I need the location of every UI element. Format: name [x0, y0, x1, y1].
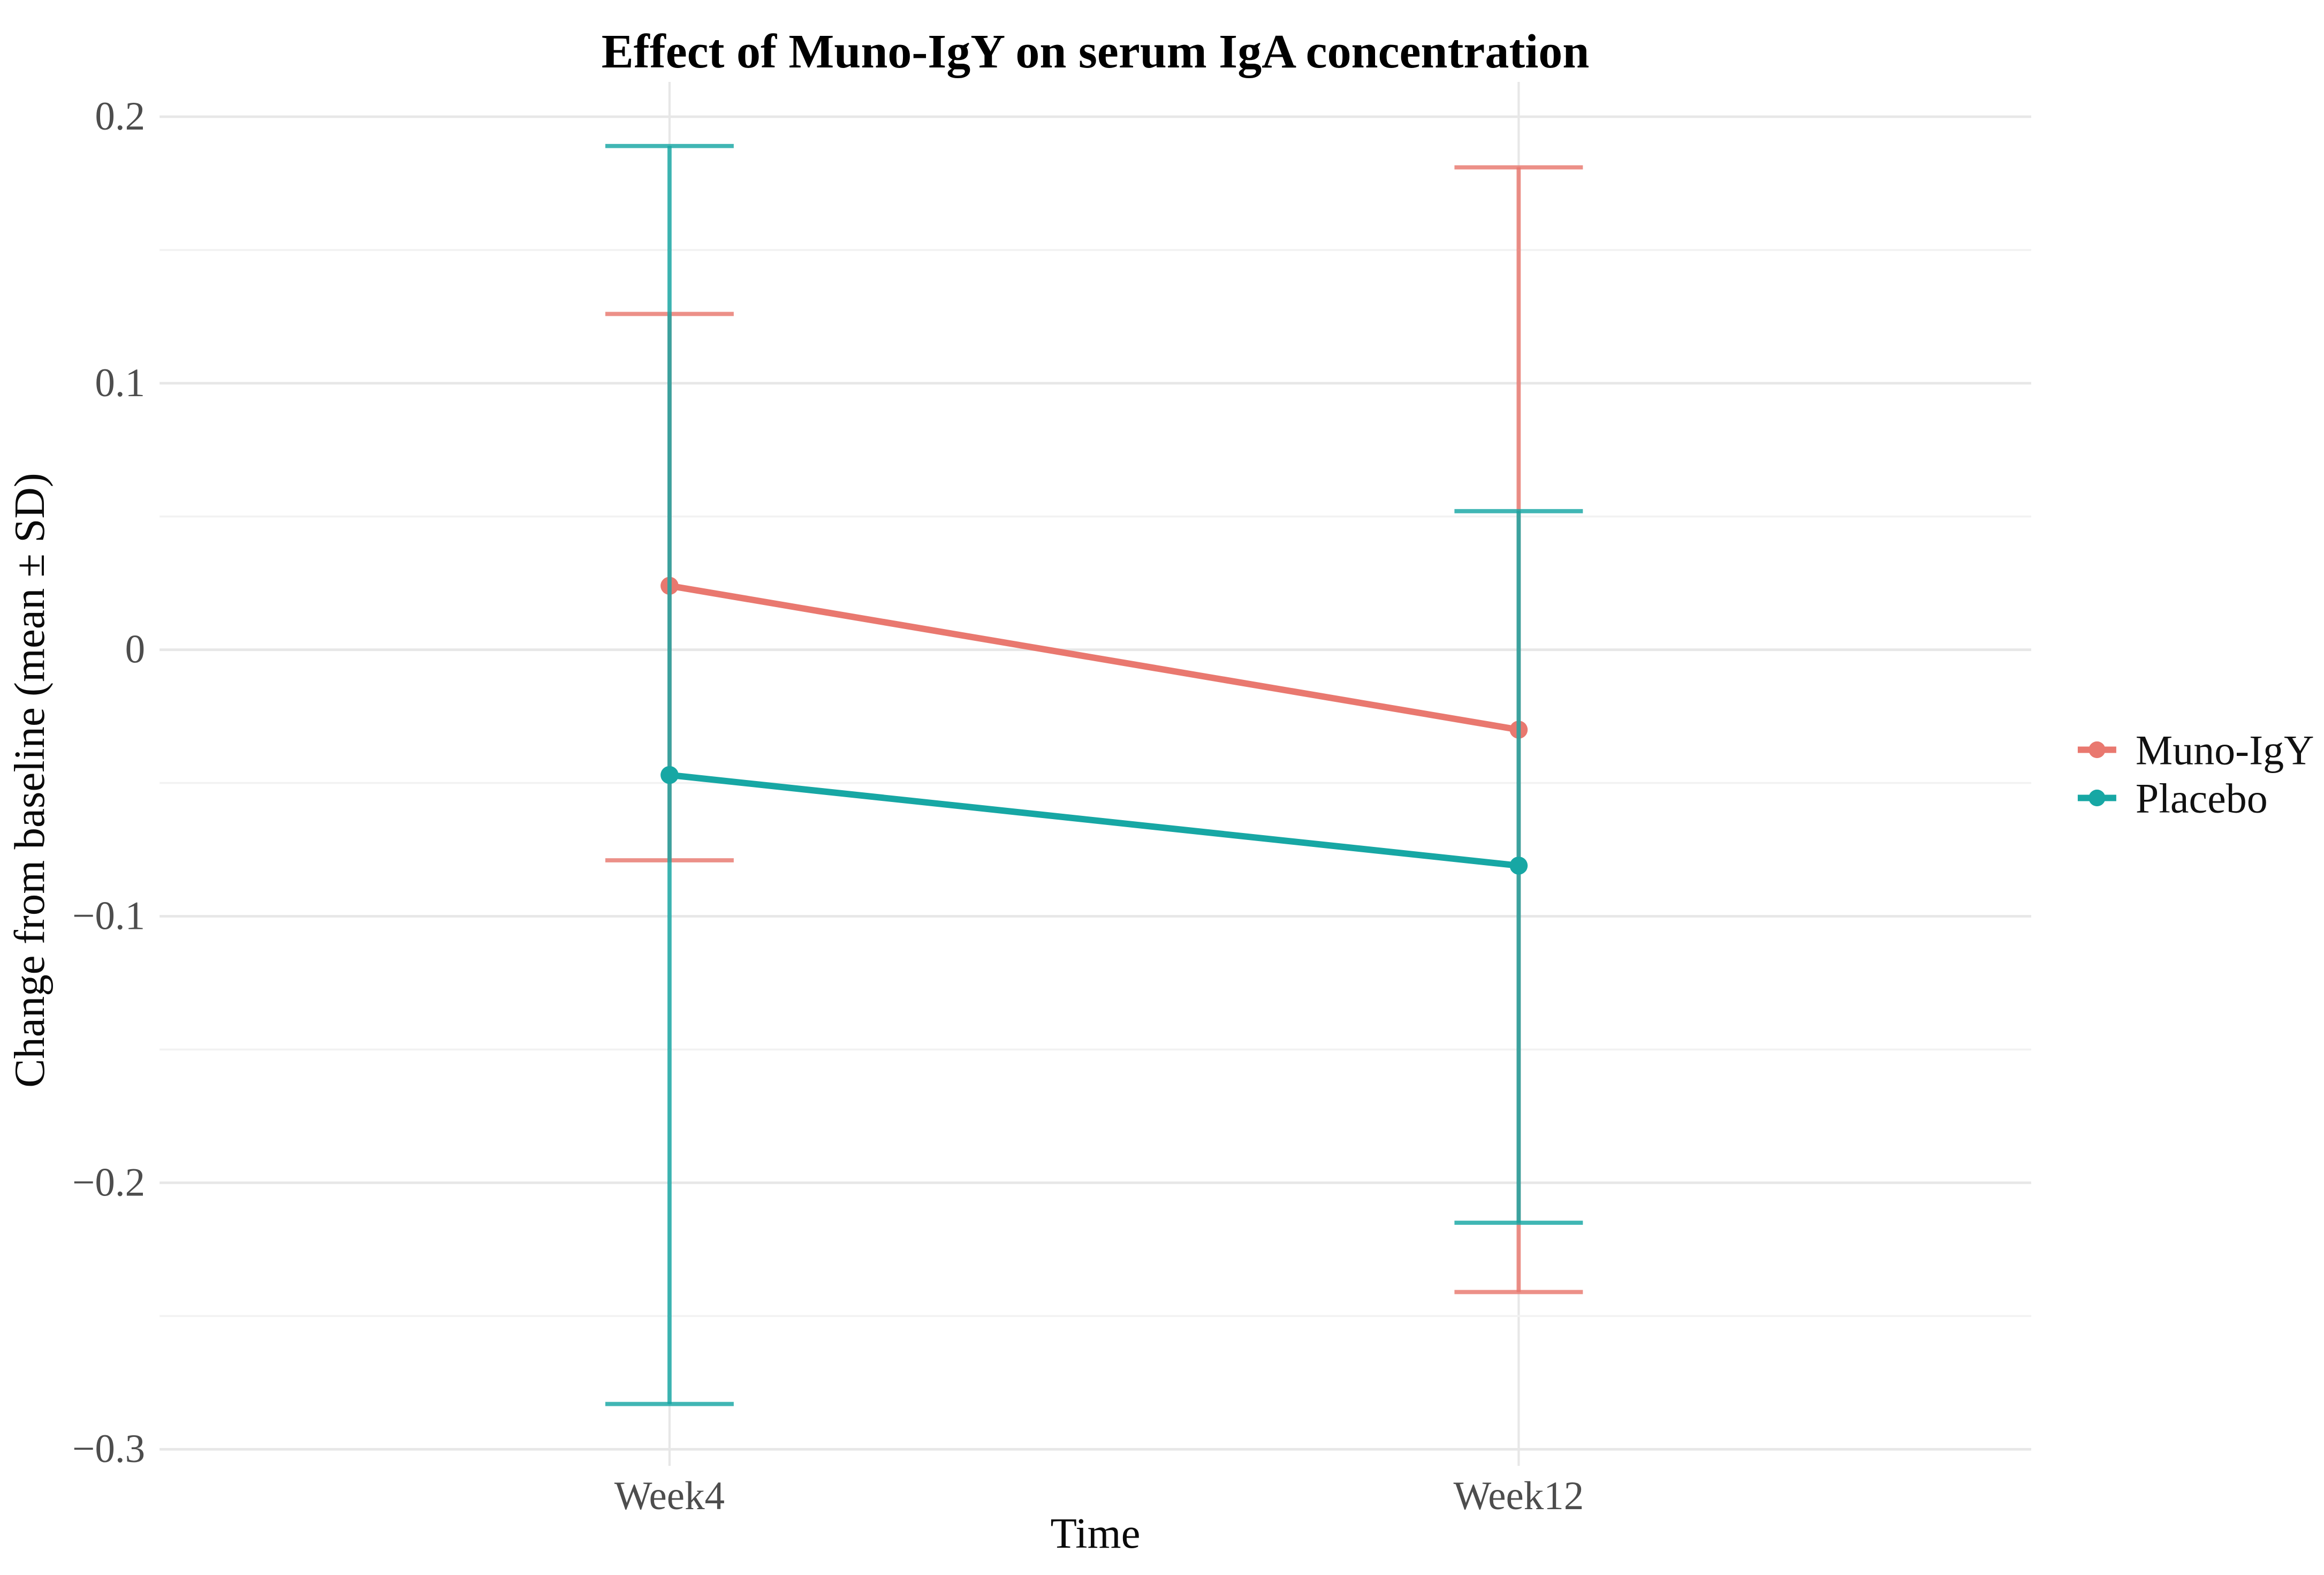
- y-tick-label: 0: [125, 627, 145, 672]
- legend-item: Placebo: [2077, 775, 2268, 821]
- major-gridlines: [160, 115, 2031, 1451]
- legend-label: Muno-IgY: [2136, 728, 2314, 774]
- y-tick-label: 0.2: [95, 94, 145, 139]
- x-axis-title: Time: [1051, 1509, 1141, 1557]
- chart-title: Effect of Muno-IgY on serum IgA concentr…: [602, 25, 1590, 78]
- y-axis-title: Change from baseline (mean ± SD): [5, 473, 54, 1087]
- y-tick-label: −0.1: [72, 894, 145, 938]
- y-tick-label: −0.3: [72, 1427, 145, 1471]
- legend-key-point: [2088, 741, 2106, 759]
- x-tick-label: Week4: [614, 1474, 725, 1518]
- series-line: [666, 582, 1522, 733]
- x-tick-label: Week12: [1453, 1474, 1584, 1518]
- y-tick-label: 0.1: [95, 361, 145, 405]
- x-tick-labels: Week4 Week12: [614, 1474, 1584, 1518]
- series-line: [666, 771, 1522, 869]
- series-layer: [605, 143, 1583, 1406]
- series-placebo: [605, 143, 1583, 1406]
- legend-label: Placebo: [2136, 775, 2268, 821]
- minor-gridlines: [160, 249, 2031, 1317]
- data-point: [1509, 857, 1528, 875]
- series-muno-igy: [605, 165, 1583, 1294]
- y-tick-label: −0.2: [72, 1160, 145, 1205]
- data-point: [660, 766, 679, 784]
- y-tick-labels: 0.2 0.1 0 −0.1 −0.2 −0.3: [72, 94, 145, 1471]
- vertical-gridlines: [668, 81, 1520, 1466]
- legend-key-point: [2088, 789, 2106, 807]
- legend-item: Muno-IgY: [2077, 728, 2314, 774]
